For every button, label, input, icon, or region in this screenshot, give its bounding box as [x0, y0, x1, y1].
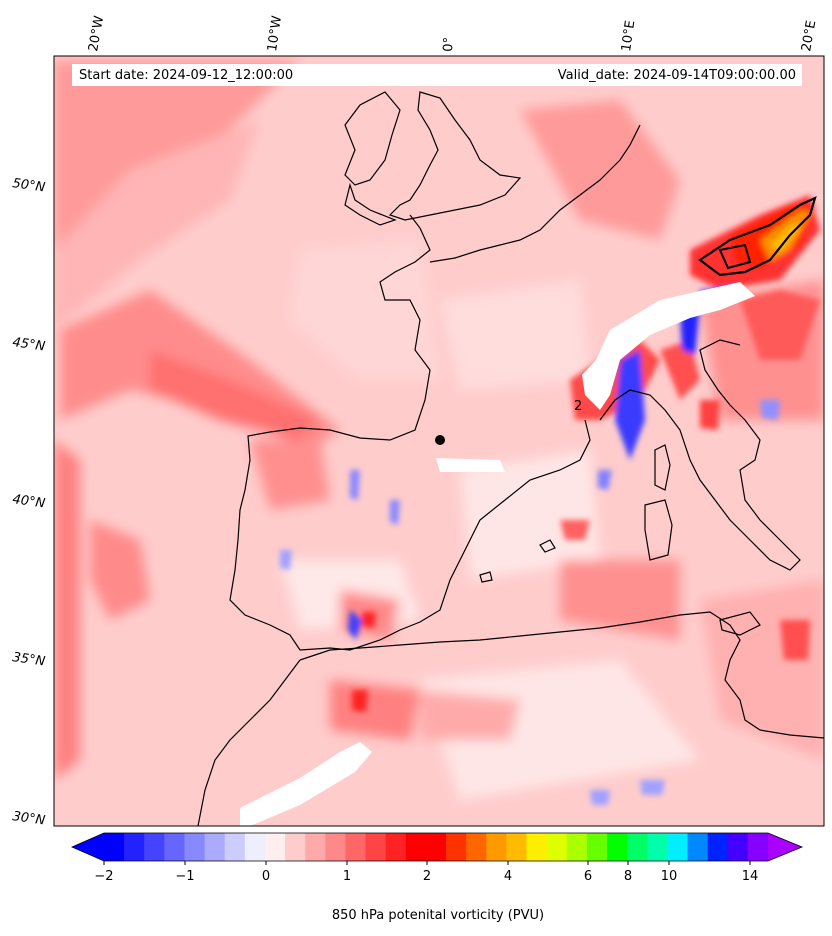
marker-dot — [435, 435, 445, 445]
colorbar-tick-label: 6 — [584, 869, 592, 884]
colorbar-segment — [466, 833, 487, 861]
colorbar-segment — [164, 833, 186, 861]
colorbar-tick-label: 0 — [262, 869, 270, 884]
lat-label-45n: 45°N — [11, 335, 46, 354]
colorbar-segment — [244, 833, 266, 861]
colorbar-segment — [104, 833, 125, 861]
colorbar-segment — [204, 833, 226, 861]
colorbar-tick-label: 14 — [742, 869, 759, 884]
colorbar-segment — [305, 833, 326, 861]
lon-label-10e: 10°E — [619, 20, 638, 53]
lat-label-40n: 40°N — [11, 492, 46, 511]
lon-label-20e: 20°E — [799, 19, 819, 52]
colorbar-over-extension — [768, 833, 802, 861]
colorbar-segment — [425, 833, 447, 861]
valid-date-label: Valid_date: 2024-09-14T09:00:00.00 — [558, 68, 796, 83]
colorbar-tick-label: −1 — [175, 869, 194, 884]
colorbar-segment — [486, 833, 508, 861]
colorbar-label: 850 hPa potenital vorticity (PVU) — [332, 908, 544, 923]
map-frame — [53, 55, 825, 827]
colorbar-segment — [687, 833, 709, 861]
lon-label-0: 0° — [441, 37, 457, 53]
colorbar-segment — [224, 833, 246, 861]
colorbar-segment — [526, 833, 548, 861]
colorbar-segment — [184, 833, 206, 861]
colorbar-tick-label: 8 — [624, 869, 632, 884]
colorbar-segment — [727, 833, 749, 861]
lat-label-50n: 50°N — [11, 176, 46, 195]
colorbar-segment — [345, 833, 367, 861]
colorbar-segment — [747, 833, 769, 861]
colorbar-segment — [586, 833, 608, 861]
colorbar-segment — [506, 833, 528, 861]
colorbar-segment — [607, 833, 628, 861]
lon-label-20w: 20°W — [86, 15, 107, 53]
lat-label-30n: 30°N — [11, 809, 46, 828]
colorbar-tick-label: 2 — [423, 869, 431, 884]
start-date-label: Start date: 2024-09-12_12:00:00 — [79, 68, 293, 83]
colorbar-segment — [365, 833, 387, 861]
colorbar-ticks: −2 −1 0 1 2 4 6 8 10 14 — [94, 861, 758, 884]
colorbar-under-extension — [72, 833, 104, 861]
colorbar-segment — [627, 833, 648, 861]
colorbar-tick-label: 1 — [343, 869, 351, 884]
colorbar-segment — [647, 833, 668, 861]
colorbar-tick-label: −2 — [94, 869, 113, 884]
colorbar-tick-label: 10 — [661, 869, 678, 884]
colorbar-segment — [566, 833, 588, 861]
colorbar-segment — [124, 833, 145, 861]
colorbar — [71, 832, 804, 862]
coastlines — [197, 91, 824, 826]
longitude-labels: 20°W 10°W 0° 10°E 20°E — [86, 15, 819, 53]
colorbar-segment — [405, 833, 427, 861]
colorbar-segment — [546, 833, 568, 861]
pv-field: 2 — [54, 56, 824, 826]
colorbar-segment — [144, 833, 165, 861]
latitude-labels: 50°N 45°N 40°N 35°N 30°N — [11, 176, 46, 828]
lon-label-10w: 10°W — [265, 15, 285, 53]
colorbar-segment — [385, 833, 407, 861]
colorbar-segment — [667, 833, 689, 861]
colorbar-tick-label: 4 — [504, 869, 512, 884]
header-box — [72, 64, 802, 86]
colorbar-segment — [325, 833, 347, 861]
colorbar-segment — [446, 833, 467, 861]
colorbar-segment — [264, 833, 286, 861]
colorbar-segment — [707, 833, 729, 861]
colorbar-segment — [285, 833, 306, 861]
lat-label-35n: 35°N — [11, 650, 46, 669]
contour-label: 2 — [574, 399, 582, 414]
